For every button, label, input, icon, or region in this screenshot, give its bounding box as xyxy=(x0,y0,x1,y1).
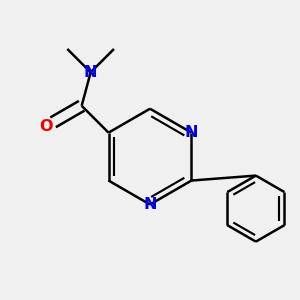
Text: N: N xyxy=(143,197,157,212)
Text: O: O xyxy=(39,119,53,134)
Text: N: N xyxy=(185,125,198,140)
Text: N: N xyxy=(84,65,98,80)
